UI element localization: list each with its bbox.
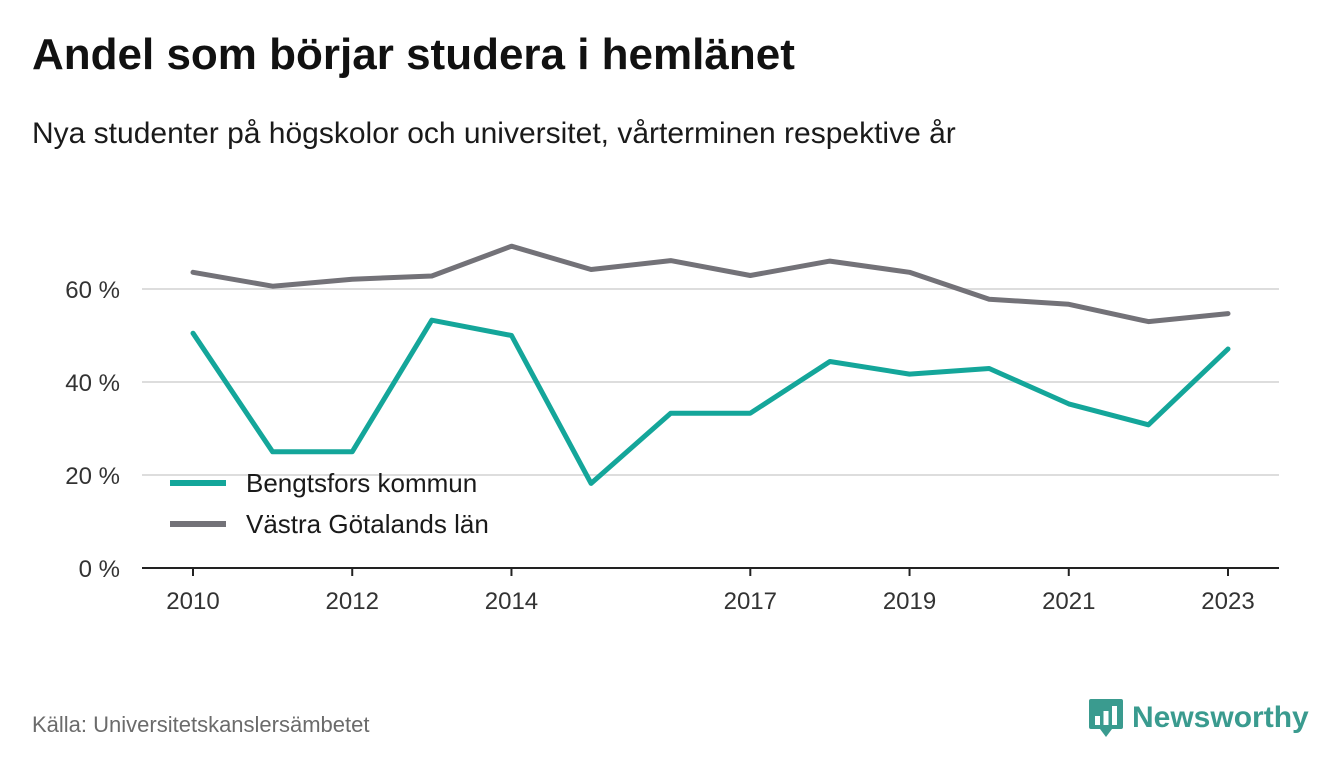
- legend-label: Västra Götalands län: [246, 509, 489, 539]
- x-tick-label: 2017: [724, 588, 777, 615]
- y-tick-label: 0 %: [79, 556, 120, 583]
- series-line-0: [190, 317, 1231, 486]
- source-note: Källa: Universitetskanslersämbetet: [32, 712, 370, 737]
- y-tick-label: 20 %: [65, 463, 120, 490]
- x-tick-label: 2010: [166, 588, 219, 615]
- x-tick-label: 2019: [883, 588, 936, 615]
- chart-title: Andel som börjar studera i hemlänet: [32, 30, 795, 79]
- x-tick-label: 2021: [1042, 588, 1095, 615]
- legend-label: Bengtsfors kommun: [246, 468, 477, 498]
- brand-name: Newsworthy: [1132, 701, 1309, 734]
- bar-chart-speech-bubble-icon: [1089, 699, 1123, 737]
- series-lines: [190, 243, 1231, 486]
- x-tick-label: 2023: [1201, 588, 1254, 615]
- y-tick-label: 40 %: [65, 370, 120, 397]
- chart-subtitle: Nya studenter på högskolor och universit…: [32, 117, 956, 150]
- grid-lines: [142, 288, 1279, 476]
- brand-logo: Newsworthy: [1088, 697, 1309, 739]
- y-tick-label: 60 %: [65, 277, 120, 304]
- axes: 0 % 20 % 40 % 60 % 2010 2012 2014 2017 2019 2021 2…: [65, 277, 1279, 615]
- legend: Bengtsfors kommun Västra Götalands län: [170, 468, 489, 539]
- x-tick-label: 2014: [485, 588, 538, 615]
- x-tick-label: 2012: [326, 588, 379, 615]
- series-line-1: [190, 243, 1231, 325]
